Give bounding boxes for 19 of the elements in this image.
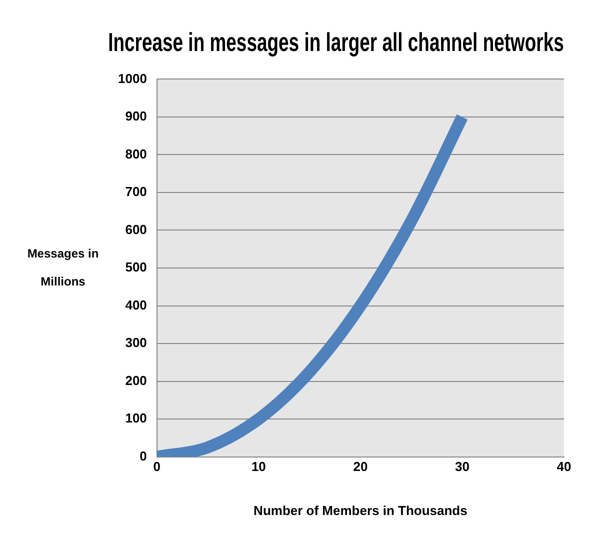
y-tick-label: 500 xyxy=(125,260,147,275)
y-tick-label: 700 xyxy=(125,184,147,200)
x-tick-label: 0 xyxy=(153,459,161,474)
y-tick-label: 600 xyxy=(125,222,147,237)
y-tick-label: 800 xyxy=(125,146,147,162)
y-tick-label: 900 xyxy=(125,108,147,124)
y-tick-label: 100 xyxy=(125,410,147,426)
x-axis-title: Number of Members in Thousands xyxy=(254,502,468,518)
x-tick-label: 10 xyxy=(251,459,266,474)
x-tick-label: 20 xyxy=(353,459,368,474)
y-tick-label: 400 xyxy=(125,297,147,312)
x-tick-label: 40 xyxy=(556,459,572,474)
y-axis-title: Messages in Millions xyxy=(27,246,99,288)
y-tick-label: 200 xyxy=(125,372,147,388)
chart-title: Increase in messages in larger all channel networks xyxy=(108,28,564,57)
y-tick-label: 1000 xyxy=(118,70,147,86)
y-tick-label: 0 xyxy=(140,448,147,464)
x-tick-label: 30 xyxy=(454,459,470,474)
y-tick-label: 300 xyxy=(125,335,147,350)
